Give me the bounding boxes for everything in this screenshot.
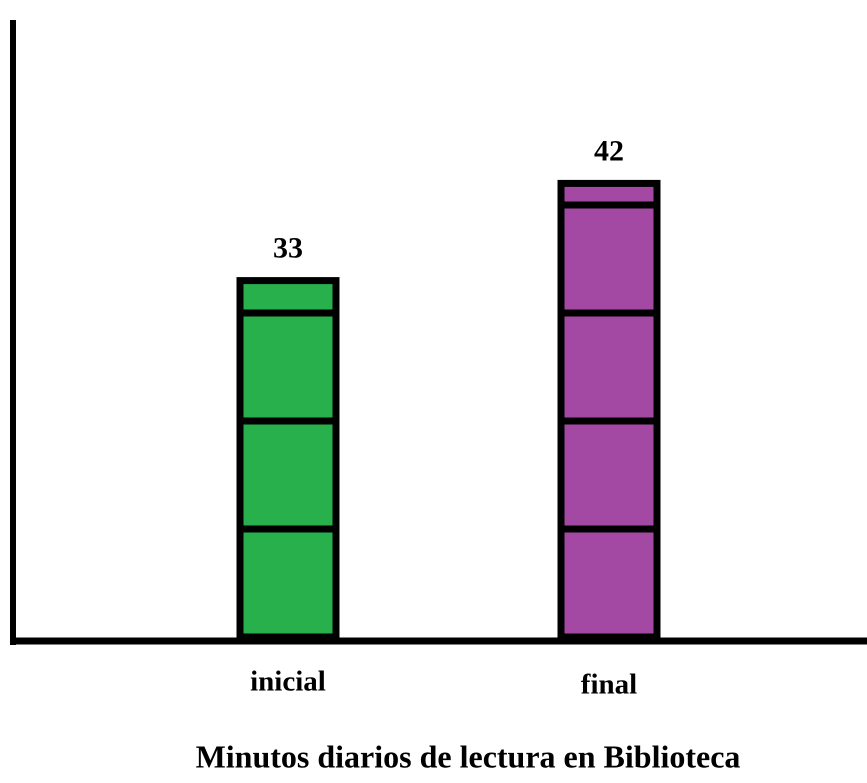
x-tick-label: inicial [250, 666, 326, 698]
bar [236, 277, 340, 641]
value-label: 33 [273, 231, 303, 264]
x-tick-label: final [581, 669, 637, 701]
bar [557, 179, 661, 641]
chart-title: Minutos diarios de lectura en Biblioteca [196, 738, 741, 774]
value-label: 42 [594, 134, 624, 167]
